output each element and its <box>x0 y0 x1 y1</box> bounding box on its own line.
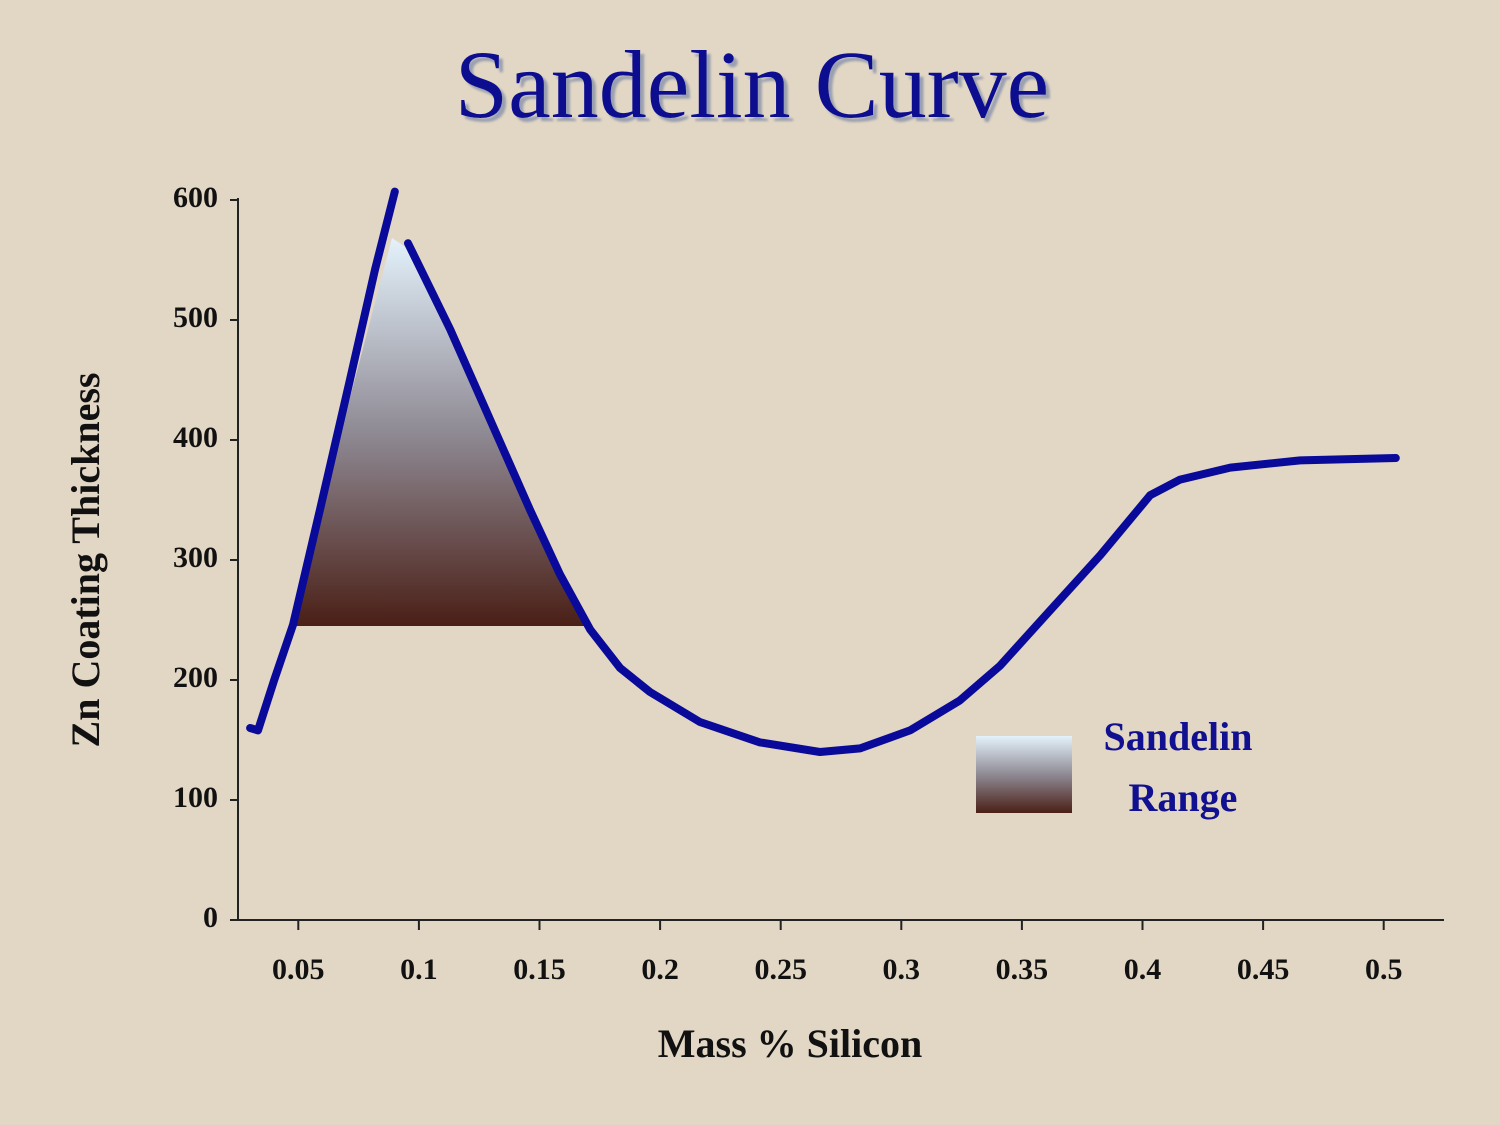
curve <box>246 187 1400 756</box>
y-tick-label: 300 <box>173 541 218 574</box>
x-tick-label: 0.5 <box>1365 953 1403 986</box>
y-tick-label: 400 <box>173 421 218 454</box>
x-tick-label: 0.1 <box>400 953 438 986</box>
x-tick-label: 0.2 <box>641 953 679 986</box>
x-tick-label: 0.4 <box>1124 953 1162 986</box>
x-tick-label: 0.35 <box>996 953 1049 986</box>
y-tick-label: 500 <box>173 301 218 334</box>
y-axis-label: Zn Coating Thickness <box>63 373 108 748</box>
legend-label: Range <box>1129 775 1238 820</box>
x-tick-label: 0.05 <box>272 953 325 986</box>
x-tick-label: 0.45 <box>1237 953 1290 986</box>
chart-title: Sandelin Curve <box>455 31 1050 138</box>
legend-swatch <box>976 736 1072 813</box>
y-tick-label: 100 <box>173 781 218 814</box>
x-tick-label: 0.3 <box>883 953 921 986</box>
x-axis-label: Mass % Silicon <box>658 1021 922 1066</box>
y-tick-label: 200 <box>173 661 218 694</box>
legend-label: Sandelin <box>1104 714 1253 759</box>
x-tick-label: 0.15 <box>513 953 566 986</box>
sandelin-range-area <box>290 238 588 626</box>
y-tick-label: 0 <box>203 901 218 934</box>
y-tick-label: 600 <box>173 181 218 214</box>
x-tick-label: 0.25 <box>754 953 807 986</box>
